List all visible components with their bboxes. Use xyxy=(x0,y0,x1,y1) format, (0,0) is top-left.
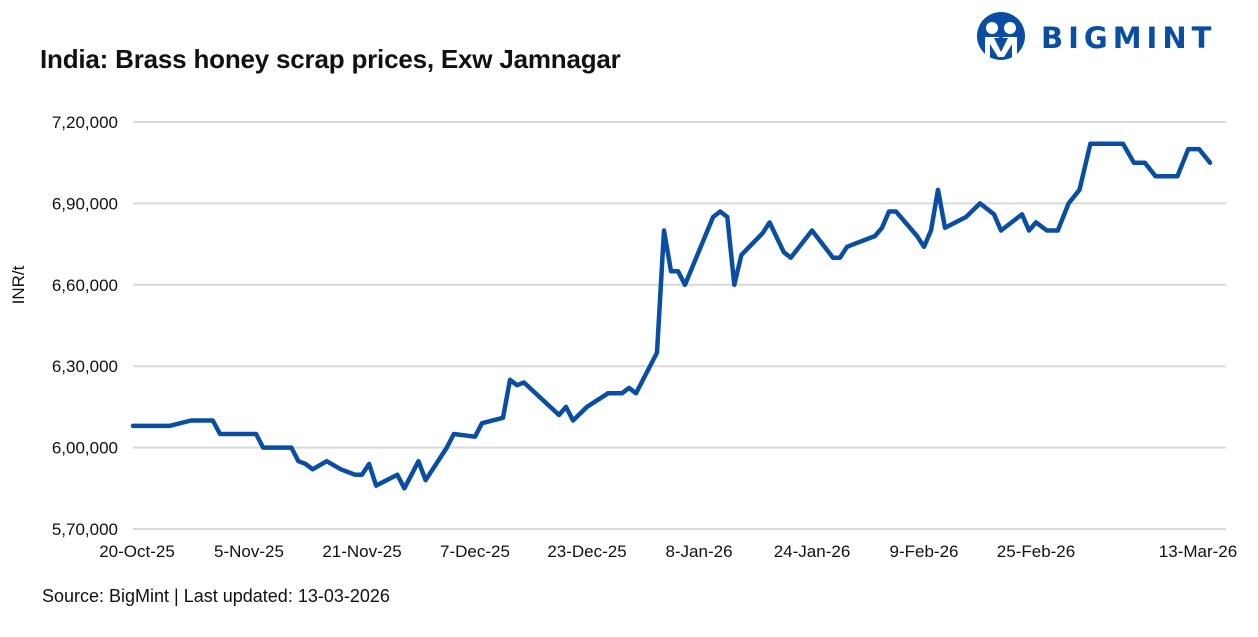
y-tick-label: 7,20,000 xyxy=(52,113,118,132)
logo-text: BIGMINT xyxy=(1041,21,1216,55)
x-tick-label: 21-Nov-25 xyxy=(322,542,401,561)
y-tick-label: 6,30,000 xyxy=(52,357,118,376)
chart-title: India: Brass honey scrap prices, Exw Jam… xyxy=(40,44,621,74)
x-tick-label: 9-Feb-26 xyxy=(890,542,959,561)
x-tick-label: 7-Dec-25 xyxy=(440,542,510,561)
x-tick-label: 23-Dec-25 xyxy=(547,542,626,561)
y-tick-label: 6,90,000 xyxy=(52,194,118,213)
source-note: Source: BigMint | Last updated: 13-03-20… xyxy=(42,586,390,606)
x-tick-label: 8-Jan-26 xyxy=(665,542,732,561)
x-tick-label: 20-Oct-25 xyxy=(99,542,175,561)
bigmint-logo: BIGMINT xyxy=(975,10,1245,62)
x-tick-label: 25-Feb-26 xyxy=(997,542,1075,561)
y-tick-label: 6,00,000 xyxy=(52,439,118,458)
y-tick-label: 6,60,000 xyxy=(52,276,118,295)
price-line xyxy=(130,141,1213,491)
x-tick-label: 24-Jan-26 xyxy=(774,542,851,561)
x-tick-label: 13-Mar-26 xyxy=(1159,542,1237,561)
x-tick-label: 5-Nov-25 xyxy=(214,542,284,561)
y-tick-label: 5,70,000 xyxy=(52,520,118,539)
y-axis-label: INR/t xyxy=(9,265,28,304)
